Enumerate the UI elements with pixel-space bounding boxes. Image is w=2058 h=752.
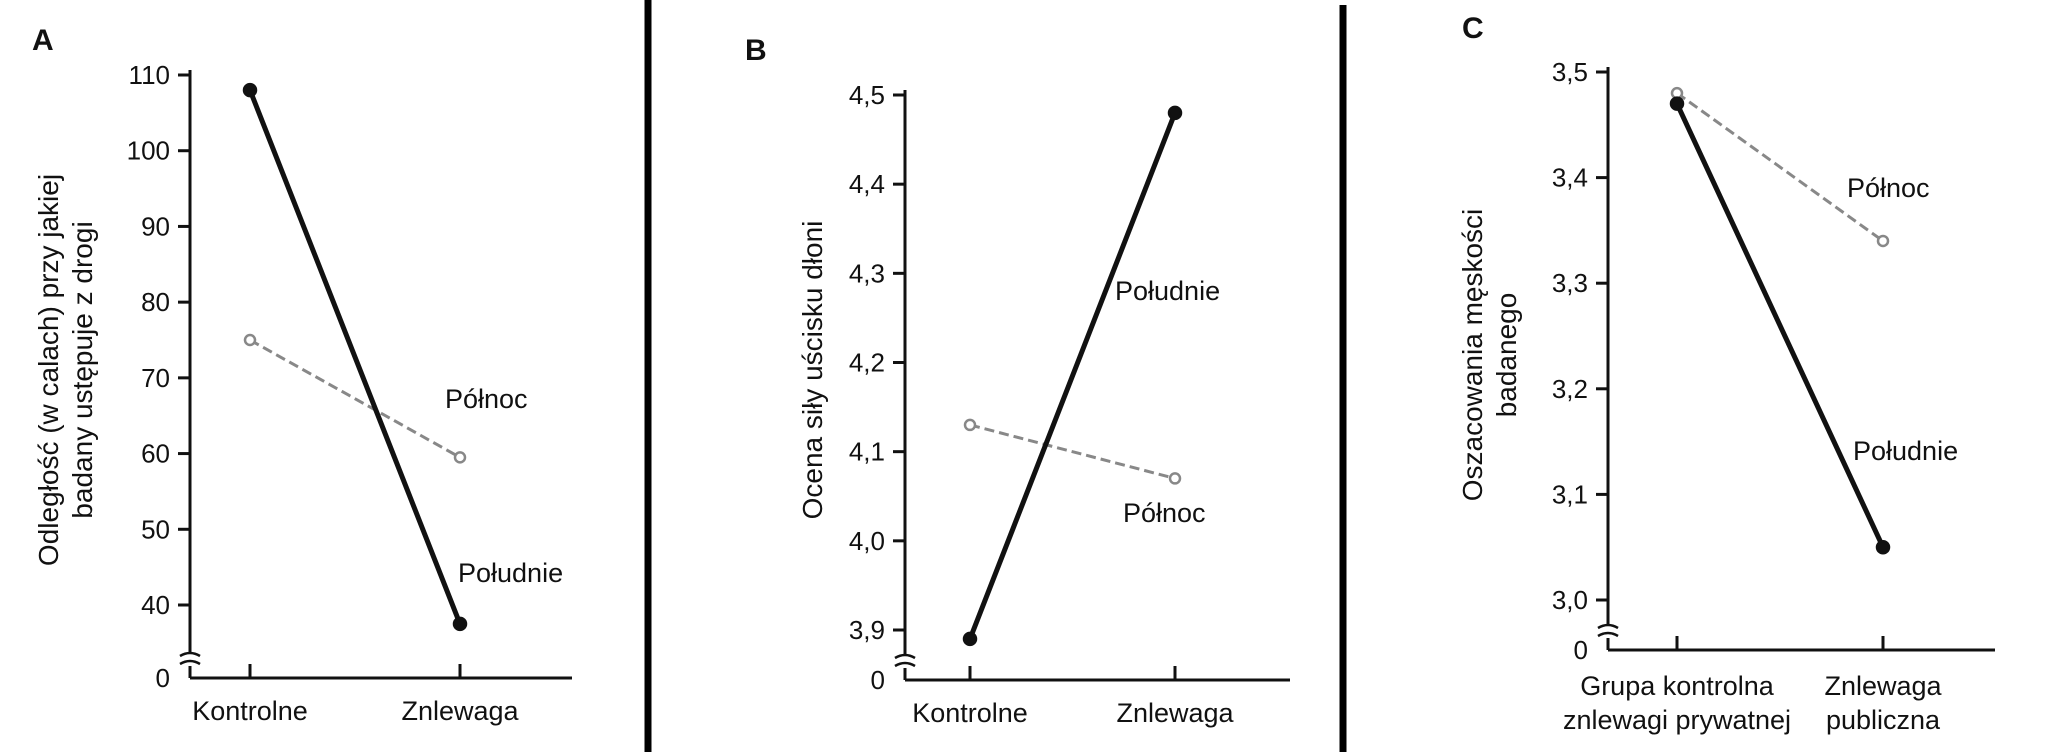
series-label: Północ	[1123, 498, 1206, 528]
series-line-poludnie	[967, 111, 1178, 640]
y-tick-label: 4,4	[849, 169, 885, 199]
y-tick-label: 3,3	[1552, 268, 1588, 298]
data-point	[453, 451, 467, 464]
y-tick-label-zero: 0	[156, 663, 170, 693]
y-tick-label: 3,0	[1552, 585, 1588, 615]
y-tick-label: 4,5	[849, 80, 885, 110]
series-line-polnoc	[249, 338, 461, 459]
x-tick-label: publiczna	[1826, 705, 1941, 735]
y-tick-label: 70	[141, 363, 170, 393]
y-tick-label: 80	[141, 287, 170, 317]
y-tick-label: 3,4	[1552, 163, 1588, 193]
series-label: Południe	[1115, 276, 1220, 306]
y-tick-label-zero: 0	[1574, 635, 1588, 665]
x-tick-label: Znlewaga	[1116, 698, 1234, 728]
axis-break-mark	[1597, 623, 1619, 638]
panel-label-a: A	[32, 24, 54, 57]
y-tick-label-zero: 0	[871, 665, 885, 695]
x-tick-label: Znlewaga	[401, 696, 519, 726]
series-label: Południe	[458, 558, 563, 588]
axis-break-mark	[179, 651, 201, 666]
y-tick-label: 3,9	[849, 615, 885, 645]
data-point	[1167, 105, 1183, 121]
y-axis-label-a-line1: Odległość (w calach) przy jakiej	[33, 174, 64, 566]
data-point	[962, 631, 978, 647]
y-tick-label: 4,3	[849, 258, 885, 288]
panel-a: A Odległość (w calach) przy jakiej badan…	[32, 24, 572, 726]
y-tick-label: 3,2	[1552, 374, 1588, 404]
y-tick-label: 100	[127, 136, 170, 166]
y-axis-label-a-line2: badany ustępuje z drogi	[67, 221, 98, 518]
x-tick-label: znlewagi prywatnej	[1563, 705, 1791, 735]
series-line-polnoc	[1676, 91, 1884, 243]
panel-label-c: C	[1462, 12, 1484, 45]
series-label: Południe	[1853, 436, 1958, 466]
x-tick-label: Grupa kontrolna	[1580, 671, 1775, 701]
y-tick-label: 50	[141, 514, 170, 544]
panel-b: B Ocena siły uścisku dłoni 4,5 4,4 4,3 4,2 4…	[745, 34, 1290, 728]
y-tick-label: 40	[141, 590, 170, 620]
x-tick-label: Znlewaga	[1824, 671, 1942, 701]
x-tick-label: Kontrolne	[192, 696, 308, 726]
data-point	[452, 616, 468, 632]
series-line-polnoc	[969, 423, 1176, 480]
y-axis-label-c-line1: Oszacowania męskości	[1457, 209, 1488, 502]
x-tick-label: Kontrolne	[912, 698, 1028, 728]
data-point	[242, 82, 258, 98]
y-tick-label: 4,2	[849, 348, 885, 378]
y-tick-label: 3,5	[1552, 57, 1588, 87]
axis-break-mark	[894, 653, 916, 668]
y-tick-label: 60	[141, 439, 170, 469]
y-axis-label-b: Ocena siły uścisku dłoni	[797, 221, 828, 520]
y-tick-label: 4,1	[849, 437, 885, 467]
series-label: Północ	[445, 384, 528, 414]
data-point	[1876, 234, 1890, 248]
series-label: Północ	[1847, 173, 1930, 203]
y-tick-label: 3,1	[1552, 479, 1588, 509]
y-tick-label: 90	[141, 211, 170, 241]
data-point	[1669, 96, 1685, 111]
panel-label-b: B	[745, 34, 767, 67]
y-axis-label-c-line2: badanego	[1491, 293, 1522, 418]
data-point	[1168, 472, 1182, 485]
y-tick-label: 110	[129, 60, 170, 90]
series-line-poludnie	[247, 89, 463, 625]
series-line-poludnie	[1674, 102, 1886, 549]
panel-c: C Oszacowania męskości badanego 3,5 3,4 3,…	[1457, 12, 1995, 735]
data-point	[1875, 539, 1891, 555]
y-tick-label: 4,0	[849, 526, 885, 556]
data-point	[963, 418, 977, 432]
data-point	[243, 333, 257, 347]
